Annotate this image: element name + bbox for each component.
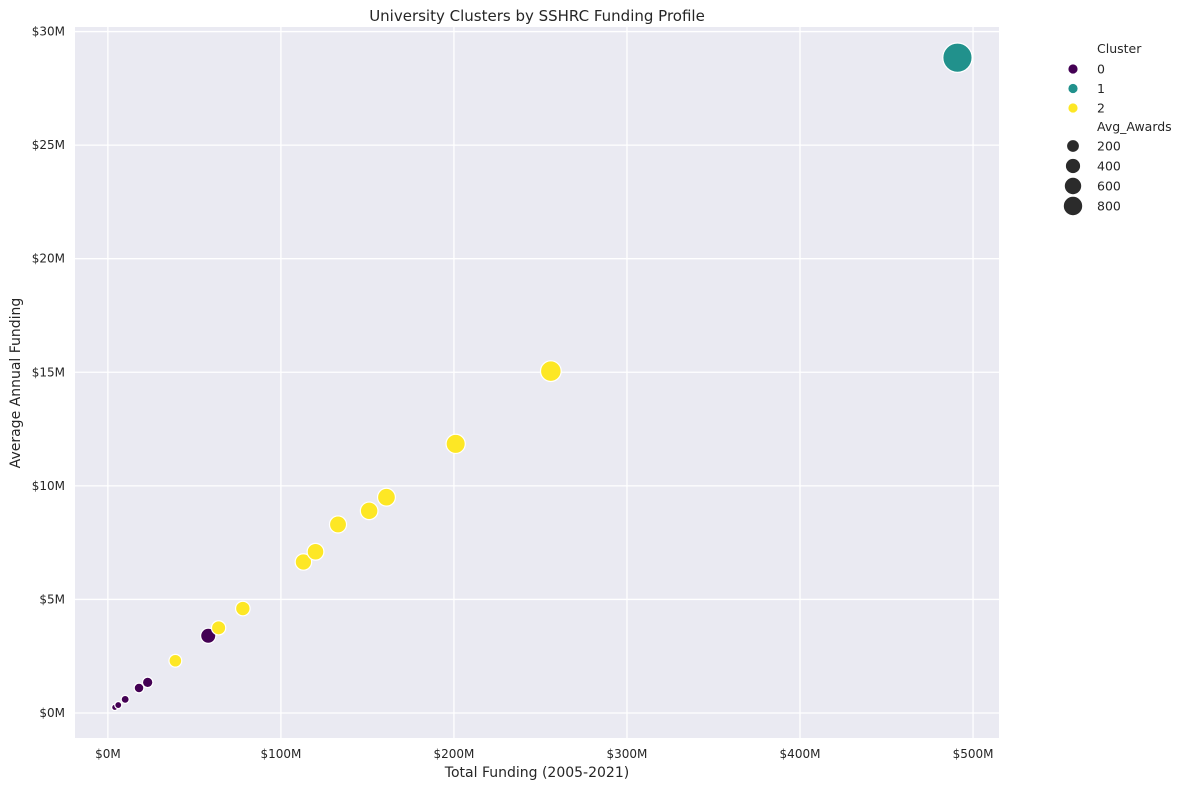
chart-title: University Clusters by SSHRC Funding Pro… xyxy=(369,7,705,25)
data-point-cluster-0 xyxy=(120,694,130,705)
x-tick-label: $200M xyxy=(433,747,474,761)
legend-label-cluster-1: 1 xyxy=(1097,81,1105,96)
data-point-cluster-2 xyxy=(376,487,397,507)
legend-size-marker-800 xyxy=(1063,195,1084,216)
y-axis-title: Average Annual Funding xyxy=(8,298,24,469)
legend-size-marker-200 xyxy=(1066,139,1080,153)
data-point-cluster-1 xyxy=(942,42,973,73)
data-point-cluster-2 xyxy=(445,433,466,455)
data-point-cluster-0 xyxy=(200,627,217,644)
data-point-cluster-2 xyxy=(234,600,251,617)
x-tick-label: $300M xyxy=(607,747,648,761)
y-tick-label: $10M xyxy=(32,479,65,493)
grid-lines xyxy=(75,27,999,738)
legend-size-label-400: 400 xyxy=(1097,159,1121,174)
data-point-cluster-0 xyxy=(114,700,123,710)
legend-hue-entries: 0 1 2 xyxy=(1067,62,1105,116)
x-tick-label: $0M xyxy=(95,747,121,761)
data-point-cluster-2 xyxy=(168,653,183,668)
x-tick-label: $500M xyxy=(953,747,994,761)
x-tick-label: $400M xyxy=(780,747,821,761)
legend-marker-cluster-2 xyxy=(1067,102,1079,114)
data-point-cluster-0 xyxy=(133,682,145,694)
data-point-cluster-2 xyxy=(306,542,325,561)
legend-size-label-600: 600 xyxy=(1097,179,1121,194)
legend-size-marker-400 xyxy=(1065,158,1081,174)
legend: Cluster Avg_Awards 0 1 2 200 400 600 800 xyxy=(1063,41,1172,216)
data-point-cluster-2 xyxy=(328,515,348,534)
y-tick-label: $20M xyxy=(32,252,65,266)
legend-size-label-800: 800 xyxy=(1097,199,1121,214)
legend-hue-title: Cluster xyxy=(1097,41,1142,56)
y-tick-label: $15M xyxy=(32,365,65,379)
legend-marker-cluster-1 xyxy=(1067,83,1079,94)
x-axis-title: Total Funding (2005-2021) xyxy=(444,765,629,781)
y-tick-labels: $0M $5M $10M $15M $20M $25M $30M xyxy=(32,25,65,720)
x-tick-label: $100M xyxy=(260,747,301,761)
x-tick-labels: $0M $100M $200M $300M $400M $500M xyxy=(95,747,993,761)
legend-marker-cluster-0 xyxy=(1067,63,1079,75)
legend-size-title: Avg_Awards xyxy=(1097,119,1172,134)
legend-size-entries: 200 400 600 800 xyxy=(1063,139,1121,216)
data-point-cluster-2 xyxy=(210,620,227,636)
data-point-cluster-2 xyxy=(359,501,379,521)
legend-size-marker-600 xyxy=(1064,176,1083,195)
data-point-cluster-2 xyxy=(539,360,562,383)
y-tick-label: $5M xyxy=(39,592,65,606)
data-points xyxy=(111,42,973,712)
y-tick-label: $0M xyxy=(39,706,65,720)
legend-label-cluster-0: 0 xyxy=(1097,62,1105,77)
data-point-cluster-2 xyxy=(294,553,313,571)
legend-label-cluster-2: 2 xyxy=(1097,101,1105,116)
legend-size-label-200: 200 xyxy=(1097,139,1121,154)
y-tick-label: $25M xyxy=(32,138,65,152)
data-point-cluster-0 xyxy=(141,676,154,689)
y-tick-label: $30M xyxy=(32,25,65,39)
